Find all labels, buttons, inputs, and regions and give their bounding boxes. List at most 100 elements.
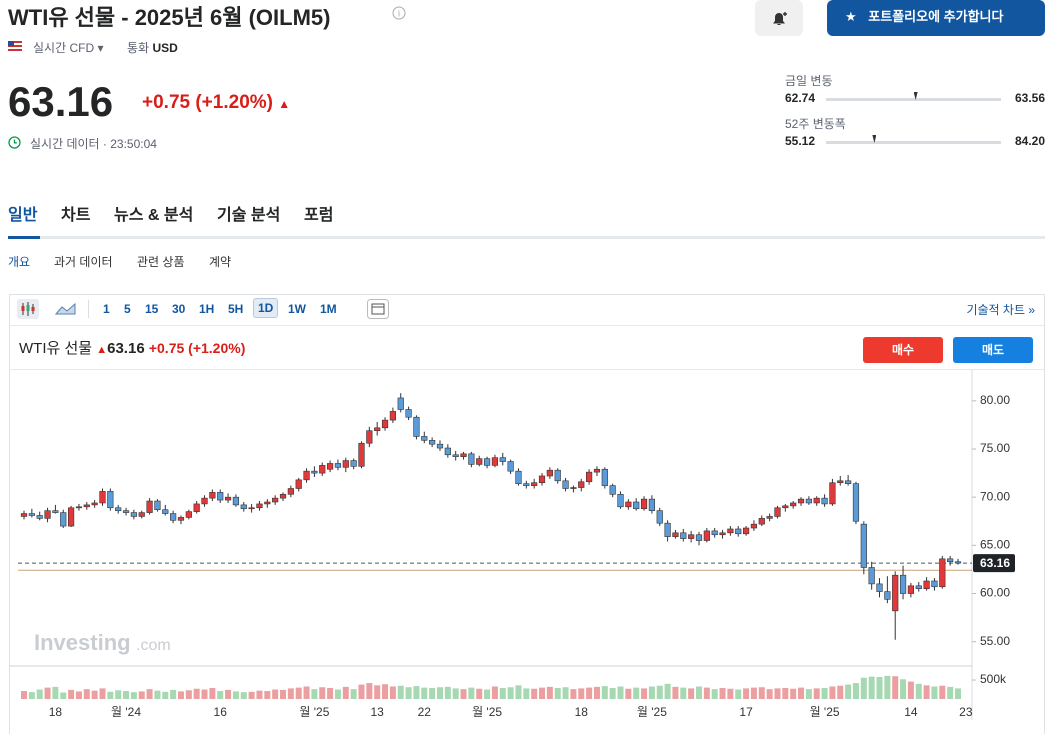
volume-bar	[845, 684, 852, 699]
volume-bar	[83, 689, 90, 699]
candle-body	[750, 523, 758, 529]
candle-body	[319, 465, 326, 474]
volume-bar	[821, 688, 828, 699]
volume-bar	[539, 687, 546, 699]
volume-bar	[232, 691, 239, 699]
candle-body	[672, 532, 679, 537]
interval[interactable]: 30	[172, 302, 186, 316]
volume-bar	[225, 689, 232, 699]
candle-body	[586, 471, 593, 483]
candle-body	[436, 443, 444, 449]
toolbar-divider	[88, 300, 89, 318]
candle-body	[648, 498, 655, 511]
candle-body	[805, 498, 812, 504]
x-tick-label: 월 '25	[472, 705, 502, 719]
chart-change: +0.75	[148, 340, 185, 356]
volume-bar	[656, 685, 663, 699]
candle-body	[397, 397, 404, 410]
layout-icon[interactable]	[367, 299, 389, 319]
area-icon[interactable]	[55, 302, 77, 316]
candle-body	[138, 512, 145, 517]
interval[interactable]: 5H	[228, 302, 244, 316]
volume-bar	[209, 688, 216, 699]
volume-bar	[664, 683, 671, 699]
interval[interactable]: 1M	[320, 302, 337, 316]
volume-bar	[499, 688, 506, 699]
candle-body	[523, 483, 530, 486]
volume-bar	[303, 686, 310, 699]
candle-body	[83, 504, 90, 508]
sell-button[interactable]: 매도	[953, 337, 1033, 363]
subtab[interactable]: 개요	[8, 255, 31, 269]
candle-body	[899, 574, 907, 594]
tab[interactable]: 뉴스 & 분석	[114, 207, 194, 224]
volume-bar	[805, 689, 812, 699]
tab[interactable]: 포럼	[304, 207, 334, 224]
candle-body	[797, 498, 805, 504]
chart-change-pct: (+1.20%)	[188, 340, 246, 356]
chart-price: 63.16	[107, 340, 145, 357]
candle-body	[303, 470, 310, 481]
volume-bar	[562, 687, 569, 699]
volume-bar	[217, 691, 224, 699]
candle-body	[460, 453, 467, 458]
interval[interactable]: 1H	[199, 302, 215, 316]
candle-body	[476, 458, 483, 465]
alert-button[interactable]	[755, 0, 803, 36]
volume-bar	[593, 686, 600, 699]
candle-body	[201, 497, 208, 505]
subtab[interactable]: 과거 데이터	[54, 255, 113, 269]
candle-icon[interactable]	[17, 299, 39, 319]
candle-body	[60, 512, 67, 527]
interval[interactable]: 5	[124, 302, 131, 316]
candle-body	[939, 558, 946, 588]
buy-button[interactable]: 매수	[863, 337, 943, 363]
market-type[interactable]: 실시간 CFD ▾	[33, 41, 104, 55]
info-icon[interactable]: i	[392, 6, 406, 20]
candle-body	[185, 511, 192, 518]
volume-bar	[672, 686, 679, 699]
volume-bar	[837, 685, 844, 699]
subtab[interactable]: 관련 상품	[137, 255, 185, 269]
candle-body	[413, 416, 420, 437]
volume-bar	[523, 688, 530, 699]
volume-bar	[75, 691, 82, 699]
volume-bar	[256, 690, 263, 699]
price-tag	[973, 554, 1015, 573]
candle-body	[295, 479, 302, 489]
volume-bar	[695, 686, 702, 699]
volume-bar	[790, 688, 797, 699]
price: 63.16	[8, 78, 114, 125]
volume-bar	[170, 689, 177, 699]
candle-body	[209, 492, 216, 499]
volume-bar	[334, 689, 341, 699]
candle-body	[170, 513, 177, 521]
interval[interactable]: 1D	[253, 298, 279, 318]
volume-bar	[452, 688, 459, 699]
candle-body	[115, 507, 122, 511]
candle-body	[52, 510, 59, 513]
candle-body	[264, 501, 271, 505]
tech-chart-link[interactable]: 기술적 차트 »	[966, 303, 1035, 317]
volume-bar	[609, 688, 616, 699]
portfolio-button[interactable]: ★ 포트폴리오에 추가합니다	[827, 0, 1045, 36]
candle-body	[538, 475, 546, 484]
interval[interactable]: 1	[103, 302, 110, 316]
volume-bar	[546, 686, 553, 699]
volume-bar	[939, 685, 946, 699]
tab[interactable]: 일반	[8, 207, 38, 224]
x-tick-label: 22	[418, 705, 432, 719]
candle-body	[813, 497, 820, 504]
candle-body	[735, 528, 742, 535]
volume-bar	[601, 686, 608, 699]
change-pct: (+1.20%)	[195, 92, 273, 113]
range-label: 금일 변동	[785, 74, 833, 88]
interval[interactable]: 15	[145, 302, 159, 316]
title: WTI유 선물 - 2025년 6월 (OILM5)	[8, 5, 331, 30]
tab[interactable]: 차트	[61, 207, 91, 224]
volume-bar	[99, 688, 106, 699]
subtab[interactable]: 계약	[209, 255, 232, 269]
interval[interactable]: 1W	[288, 302, 306, 316]
tab[interactable]: 기술 분석	[217, 207, 281, 224]
candle-body	[758, 518, 765, 525]
